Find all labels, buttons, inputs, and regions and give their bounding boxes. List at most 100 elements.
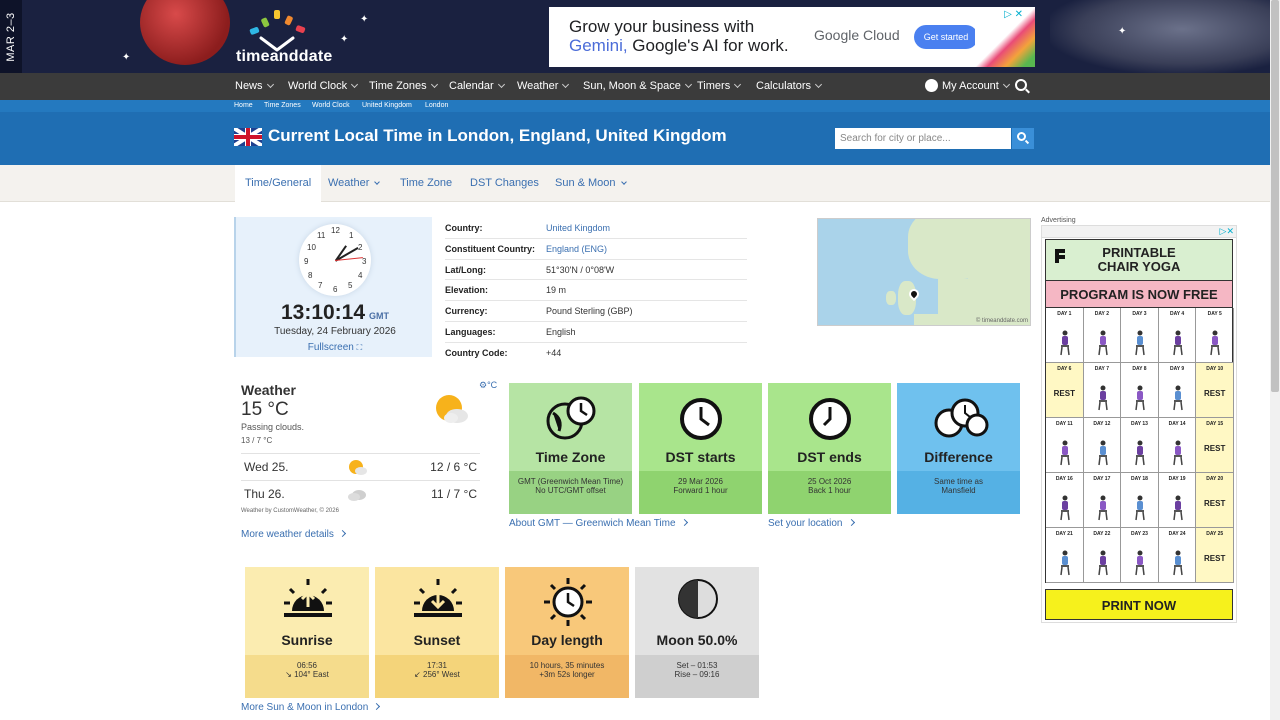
my-account-menu[interactable]: My Account [925, 73, 1010, 100]
breadcrumb-home[interactable]: Home [234, 102, 253, 109]
scrollbar-thumb[interactable] [1271, 0, 1279, 392]
breadcrumb-time-zones[interactable]: Time Zones [264, 102, 301, 109]
chevron-down-icon [684, 80, 692, 89]
set-location-link[interactable]: Set your location [768, 518, 855, 529]
time-value: 13:10:14 [280, 301, 366, 324]
yoga-day-cell: DAY 6 REST [1046, 363, 1084, 418]
card-title: Moon 50.0% [656, 632, 738, 648]
card-line-text: 256° West [423, 670, 460, 679]
print-now-button[interactable]: PRINT NOW [1045, 589, 1233, 620]
adchoices-icon[interactable]: ▷✕ [1219, 226, 1234, 236]
chevron-down-icon [620, 179, 627, 185]
globe-clock-icon [546, 396, 596, 440]
card-bottom: 17:31 ↙ 256° West [375, 655, 499, 698]
nav-news[interactable]: News [235, 73, 274, 100]
nav-weather[interactable]: Weather [517, 73, 570, 100]
fullscreen-link[interactable]: Fullscreen ⛶ [236, 342, 434, 353]
nav-time-zones[interactable]: Time Zones [369, 73, 438, 100]
tab-weather[interactable]: Weather [318, 165, 389, 202]
yoga-day-label: DAY 5 [1207, 311, 1222, 317]
nav-timers[interactable]: Timers [697, 73, 742, 100]
card-line: +3m 52s longer [539, 670, 595, 679]
info-row-constituent: Constituent Country: England (ENG) [445, 239, 747, 260]
nav-calendar[interactable]: Calendar [449, 73, 505, 100]
yoga-day-cell: DAY 25 REST [1196, 528, 1234, 583]
card-sunset[interactable]: 17:31 ↙ 256° West Sunset [375, 567, 499, 698]
card-dst-starts[interactable]: 29 Mar 2026 Forward 1 hour DST starts [639, 383, 762, 514]
nav-label: Sun, Moon & Space [583, 80, 681, 92]
ad-cta-button[interactable]: Get started [914, 25, 978, 49]
chevron-right-icon [338, 529, 346, 538]
info-value: Pound Sterling (GBP) [546, 306, 633, 317]
yoga-day-label: DAY 11 [1055, 421, 1073, 427]
chevron-right-icon [373, 702, 381, 711]
forecast-temps: 12 / 6 °C [430, 460, 477, 474]
ad-line-2: Gemini, Google's AI for work. [569, 36, 789, 56]
info-value[interactable]: England (ENG) [546, 243, 608, 254]
city-search-button[interactable] [1012, 128, 1034, 149]
more-weather-link[interactable]: More weather details [241, 529, 346, 540]
location-map[interactable]: © timeanddate.com [817, 218, 1031, 326]
star-icon: ✦ [340, 34, 349, 45]
nav-calculators[interactable]: Calculators [756, 73, 823, 100]
card-time-zone[interactable]: GMT (Greenwich Mean Time) No UTC/GMT offs… [509, 383, 632, 514]
clock-numeral: 3 [362, 257, 367, 266]
advertising-label: Advertising [1041, 217, 1076, 224]
forecast-row: Thu 26. 11 / 7 °C [241, 480, 480, 507]
yoga-day-cell: DAY 22 [1083, 528, 1122, 583]
yoga-day-cell: DAY 12 [1083, 418, 1122, 473]
card-line-text: 104° East [294, 670, 329, 679]
date-tab[interactable]: MAR 2–3 [0, 0, 22, 73]
card-moon[interactable]: Set – 01:53 Rise – 09:16 Moon 50.0% [635, 567, 759, 698]
city-search-input[interactable] [835, 128, 1011, 149]
card-title: Difference [924, 449, 993, 465]
clock-numeral: 9 [304, 257, 309, 266]
clock-numeral: 11 [317, 231, 326, 240]
main-nav: News World Clock Time Zones Calendar Wea… [0, 73, 1270, 100]
site-logo[interactable]: timeanddate [236, 8, 346, 68]
info-value[interactable]: United Kingdom [546, 223, 611, 233]
yoga-day-label: DAY 23 [1131, 531, 1148, 537]
forecast-row: Wed 25. 12 / 6 °C [241, 453, 480, 480]
adchoices-icon[interactable]: ▷ ✕ [1004, 9, 1023, 20]
card-dst-ends[interactable]: 25 Oct 2026 Back 1 hour DST ends [768, 383, 891, 514]
card-difference[interactable]: Same time as Mansfield Difference [897, 383, 1020, 514]
yoga-day-cell: DAY 14 [1158, 418, 1197, 473]
breadcrumb-city[interactable]: London [425, 102, 449, 109]
chevron-down-icon [1002, 80, 1010, 89]
cloud-icon [348, 490, 366, 501]
units-toggle[interactable]: ⚙°C [479, 380, 497, 391]
nav-world-clock[interactable]: World Clock [288, 73, 359, 100]
side-advertisement[interactable]: ▷✕ PRINTABLE CHAIR YOGA PROGRAM IS NOW F… [1041, 225, 1237, 623]
card-line: Mansfield [941, 486, 976, 495]
nav-sun-moon-space[interactable]: Sun, Moon & Space [583, 73, 692, 100]
page-scrollbar[interactable] [1270, 0, 1280, 720]
tab-time-zone[interactable]: Time Zone [400, 177, 453, 189]
clock-numeral: 4 [358, 271, 363, 280]
search-icon[interactable] [1015, 79, 1027, 91]
info-row-country-code: Country Code: +44 [445, 343, 747, 364]
breadcrumb-world-clock[interactable]: World Clock [312, 102, 350, 109]
yoga-day-label: DAY 3 [1132, 311, 1147, 317]
logo-icon [249, 10, 306, 52]
card-sunrise[interactable]: 06:56 ↘ 104° East Sunrise [245, 567, 369, 698]
tab-dst-changes[interactable]: DST Changes [470, 177, 539, 189]
yoga-day-label: DAY 4 [1170, 311, 1185, 317]
card-day-length[interactable]: 10 hours, 35 minutes +3m 52s longer Day l… [505, 567, 629, 698]
card-title: DST starts [665, 449, 736, 465]
tab-time-general[interactable]: Time/General [235, 165, 322, 202]
yoga-rest-label: REST [1053, 389, 1075, 398]
breadcrumb-country[interactable]: United Kingdom [362, 102, 412, 109]
more-sun-moon-link[interactable]: More Sun & Moon in London [241, 702, 381, 713]
top-advertisement[interactable]: Grow your business with Gemini, Google's… [549, 7, 1035, 67]
tab-sun-moon[interactable]: Sun & Moon [545, 165, 636, 202]
current-date: Tuesday, 24 February 2026 [274, 326, 396, 337]
expand-icon: ⛶ [356, 343, 363, 352]
about-gmt-link[interactable]: About GMT — Greenwich Mean Time [509, 518, 688, 529]
clock-numeral: 2 [358, 243, 363, 252]
yoga-figure-icon [1097, 495, 1108, 521]
sun-cloud-icon [349, 460, 367, 475]
yoga-day-label: DAY 20 [1206, 476, 1224, 482]
yoga-day-label: DAY 6 [1057, 366, 1072, 372]
card-line: 25 Oct 2026 [807, 477, 852, 486]
